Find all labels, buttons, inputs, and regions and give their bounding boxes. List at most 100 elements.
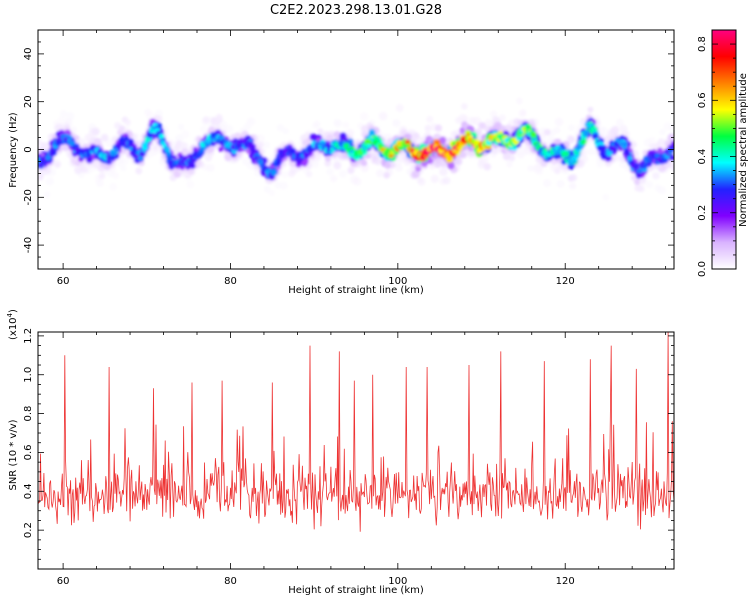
spectrogram-cell	[359, 112, 369, 121]
spectrogram-cell	[276, 124, 284, 132]
spectrogram-cell	[491, 147, 499, 155]
spectrogram-cell	[637, 185, 645, 193]
colorbar-label: Normalized spectral amplitude	[738, 73, 749, 227]
spectrogram-cell	[659, 128, 666, 136]
spectrogram-x-tick-label: 60	[57, 276, 70, 287]
snr-x-tick-label: 60	[57, 576, 70, 587]
spectrogram-cell	[648, 136, 656, 144]
spectrogram-cell	[270, 169, 278, 176]
spectrogram-cell	[645, 181, 654, 189]
spectrogram-cell	[395, 104, 404, 112]
spectrogram-cell	[65, 111, 75, 121]
spectrogram-y-tick-label: 0	[23, 146, 34, 152]
spectrogram-cell	[218, 146, 224, 152]
spectrogram-cell	[527, 165, 535, 172]
spectrogram-cell	[59, 110, 68, 118]
spectrogram-cell	[568, 124, 575, 131]
spectrogram-x-axis-label: Height of straight line (km)	[288, 285, 424, 296]
spectrogram-cell	[186, 180, 195, 189]
spectrogram-cell	[95, 179, 104, 188]
spectrogram-cell	[454, 157, 463, 166]
colorbar: 0.0 0.2 0.4 0.6 0.8 Normalized spectral ampl…	[697, 29, 749, 277]
spectrogram-cell	[657, 147, 663, 154]
spectrogram-cell	[361, 160, 368, 167]
spectrogram-cell	[554, 167, 561, 175]
snr-y-tick-label: 0.4	[23, 483, 34, 499]
snr-y-tick-label: 1.0	[23, 367, 34, 383]
colorbar-tick-label: 0.6	[697, 92, 708, 108]
colorbar-tick-label: 0.0	[697, 261, 708, 277]
spectrogram-cell	[257, 141, 264, 148]
spectrogram-cell	[152, 144, 159, 151]
spectrogram-cell	[461, 115, 469, 123]
spectrogram-cell	[109, 182, 118, 191]
spectrogram-cell	[263, 185, 271, 193]
spectrogram-cell	[225, 124, 234, 134]
spectrogram-cell	[430, 174, 439, 183]
spectrogram-cell	[342, 121, 350, 129]
spectrogram-cell	[530, 131, 537, 138]
figure-title: C2E2.2023.298.13.01.G28	[270, 3, 442, 18]
spectrogram-cell	[587, 148, 595, 156]
spectrogram-cell	[459, 127, 466, 134]
spectrogram-cell	[224, 153, 233, 162]
snr-x-axis-label: Height of straight line (km)	[288, 585, 424, 596]
spectrogram-marks	[38, 97, 674, 201]
snr-multiplier-close: )	[8, 309, 19, 313]
spectrogram-cell	[670, 143, 674, 149]
spectrogram-cell	[206, 163, 215, 173]
spectrogram-cell	[440, 160, 447, 168]
spectrogram-cell	[569, 182, 577, 190]
spectrogram-cell	[506, 160, 513, 168]
spectrogram-cell	[49, 147, 54, 153]
spectrogram-cell	[599, 126, 608, 136]
spectrogram-cell	[100, 133, 109, 142]
spectrogram-cell	[187, 168, 195, 175]
spectrogram-cell	[482, 155, 490, 162]
spectrogram-cell	[333, 131, 341, 139]
spectrogram-cell	[313, 120, 321, 128]
spectrogram-cell	[73, 135, 80, 141]
spectrogram-cell	[461, 103, 468, 110]
snr-y-tick-label: 1.2	[23, 328, 34, 344]
snr-y-tick-label: 0.8	[23, 406, 34, 422]
spectrogram-cell	[610, 126, 620, 135]
spectrogram-cell	[623, 141, 628, 146]
snr-x-tick-label: 120	[556, 576, 575, 587]
snr-background	[38, 332, 674, 569]
spectrogram-cell	[165, 151, 171, 157]
spectrogram-cell	[202, 116, 210, 124]
spectrogram-cell	[498, 114, 506, 122]
spectrogram-cell	[614, 154, 622, 161]
spectrogram-cell	[305, 170, 313, 178]
snr-y-tick-label: 0.6	[23, 444, 34, 460]
spectrogram-x-tick-label: 120	[556, 276, 575, 287]
spectrogram-cell	[324, 160, 332, 167]
spectrogram-cell	[175, 134, 184, 143]
spectrogram-cell	[207, 145, 215, 153]
spectrogram-cell	[434, 124, 443, 132]
spectrogram-y-tick-label: 20	[23, 95, 34, 108]
spectrogram-cell	[347, 167, 355, 174]
spectrogram-cell	[392, 119, 401, 128]
spectrogram-cell	[124, 119, 131, 126]
spectrogram-cell	[374, 159, 382, 166]
spectrogram-cell	[483, 163, 491, 171]
spectrogram-cell	[669, 123, 674, 132]
spectrogram-cell	[424, 124, 432, 132]
spectrogram-y-axis-label: Frequency (Hz)	[8, 112, 19, 188]
spectrogram-cell	[439, 167, 448, 176]
spectrogram-cell	[395, 164, 403, 172]
spectrogram-cell	[146, 111, 155, 121]
spectrogram-cell	[121, 157, 129, 165]
spectrogram-cell	[442, 176, 451, 185]
spectrogram-cell	[451, 152, 457, 158]
spectrogram-cell	[119, 125, 125, 132]
spectrogram-cell	[368, 129, 376, 136]
spectrogram-cell	[333, 118, 341, 127]
spectrogram-cell	[215, 113, 223, 121]
spectrogram-cell	[516, 97, 523, 105]
